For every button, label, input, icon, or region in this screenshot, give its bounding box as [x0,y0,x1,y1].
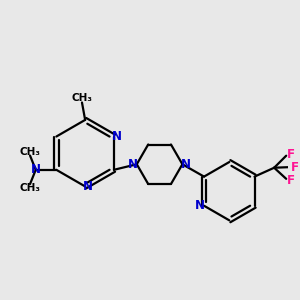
Text: CH₃: CH₃ [20,147,40,157]
Text: N: N [181,158,191,171]
Text: F: F [290,160,298,174]
Text: CH₃: CH₃ [71,93,92,103]
Text: N: N [112,130,122,143]
Text: N: N [128,158,138,171]
Text: F: F [286,174,295,187]
Text: N: N [83,180,93,193]
Text: CH₃: CH₃ [20,183,40,193]
Text: F: F [286,148,295,160]
Text: N: N [195,199,205,212]
Text: N: N [31,163,41,176]
